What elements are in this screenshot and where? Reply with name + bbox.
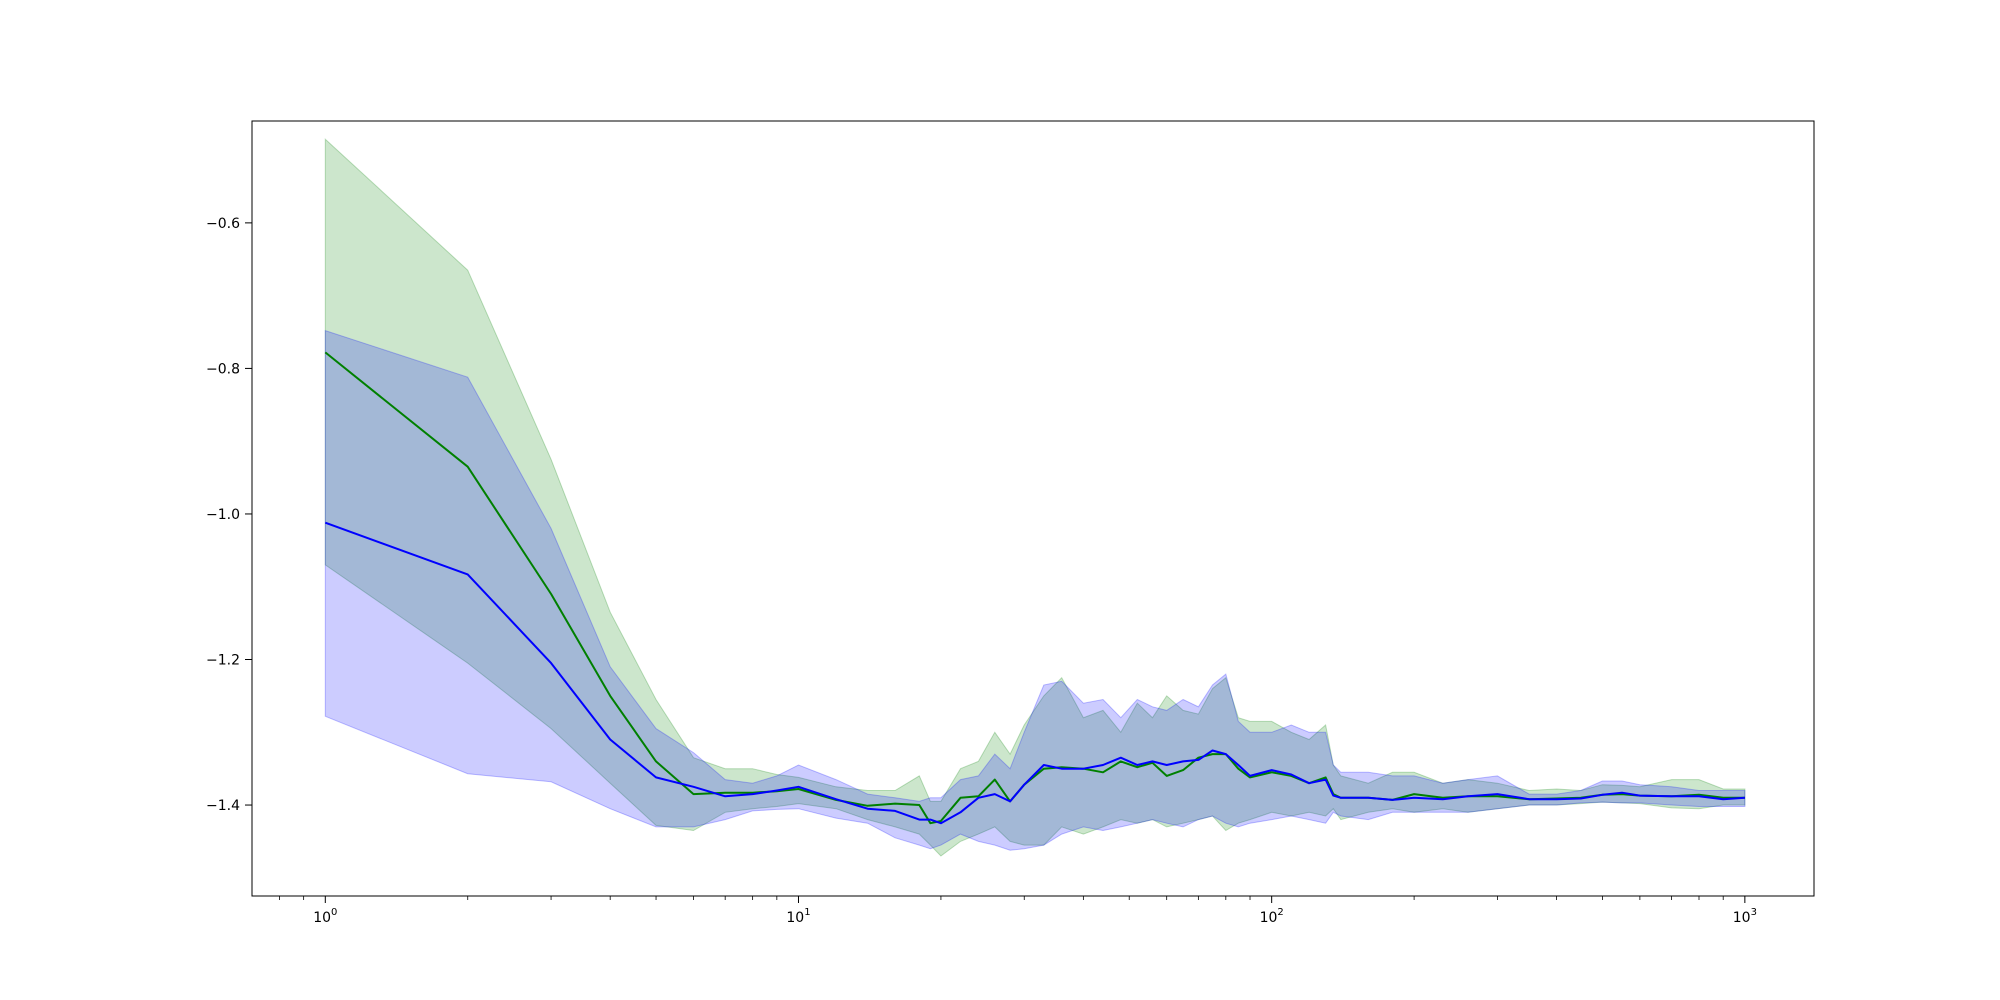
y-tick-label: −0.8 <box>206 361 240 377</box>
y-tick-label: −1.0 <box>206 507 240 523</box>
series-lines <box>324 351 1745 825</box>
y-tick-label: −1.2 <box>206 652 240 668</box>
x-axis: 100 101 102 103 <box>279 896 1757 926</box>
plot-frame <box>251 120 1815 897</box>
y-axis: −0.6 −0.8 −1.0 −1.2 −1.4 <box>206 216 252 814</box>
x-tick-label: 101 <box>786 907 810 926</box>
band-1 <box>324 329 1746 851</box>
x-tick-label: 102 <box>1260 907 1284 926</box>
band-0 <box>324 138 1746 857</box>
series-line-1 <box>324 521 1745 825</box>
x-tick-label: 103 <box>1733 907 1757 926</box>
y-tick-label: −1.4 <box>206 798 240 814</box>
confidence-bands <box>324 138 1746 857</box>
y-tick-label: −0.6 <box>206 216 240 232</box>
x-tick-label: 100 <box>313 907 337 926</box>
